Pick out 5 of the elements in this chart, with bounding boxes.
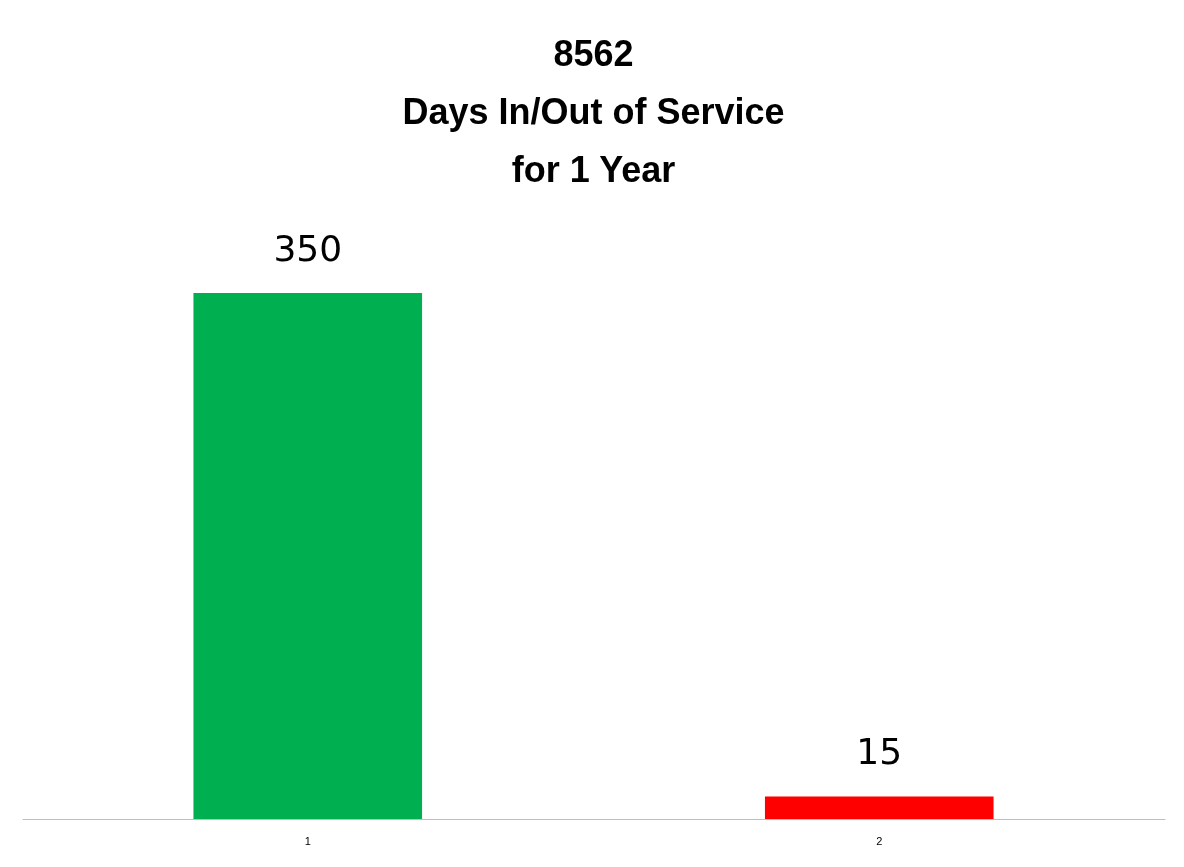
data-label: 350 (273, 228, 343, 269)
x-tick-label: 1 (304, 834, 311, 847)
chart-title: 8562 Days In/Out of Service for 1 Year (402, 33, 785, 190)
x-tick-label: 2 (876, 834, 883, 847)
data-label: 15 (856, 731, 903, 773)
